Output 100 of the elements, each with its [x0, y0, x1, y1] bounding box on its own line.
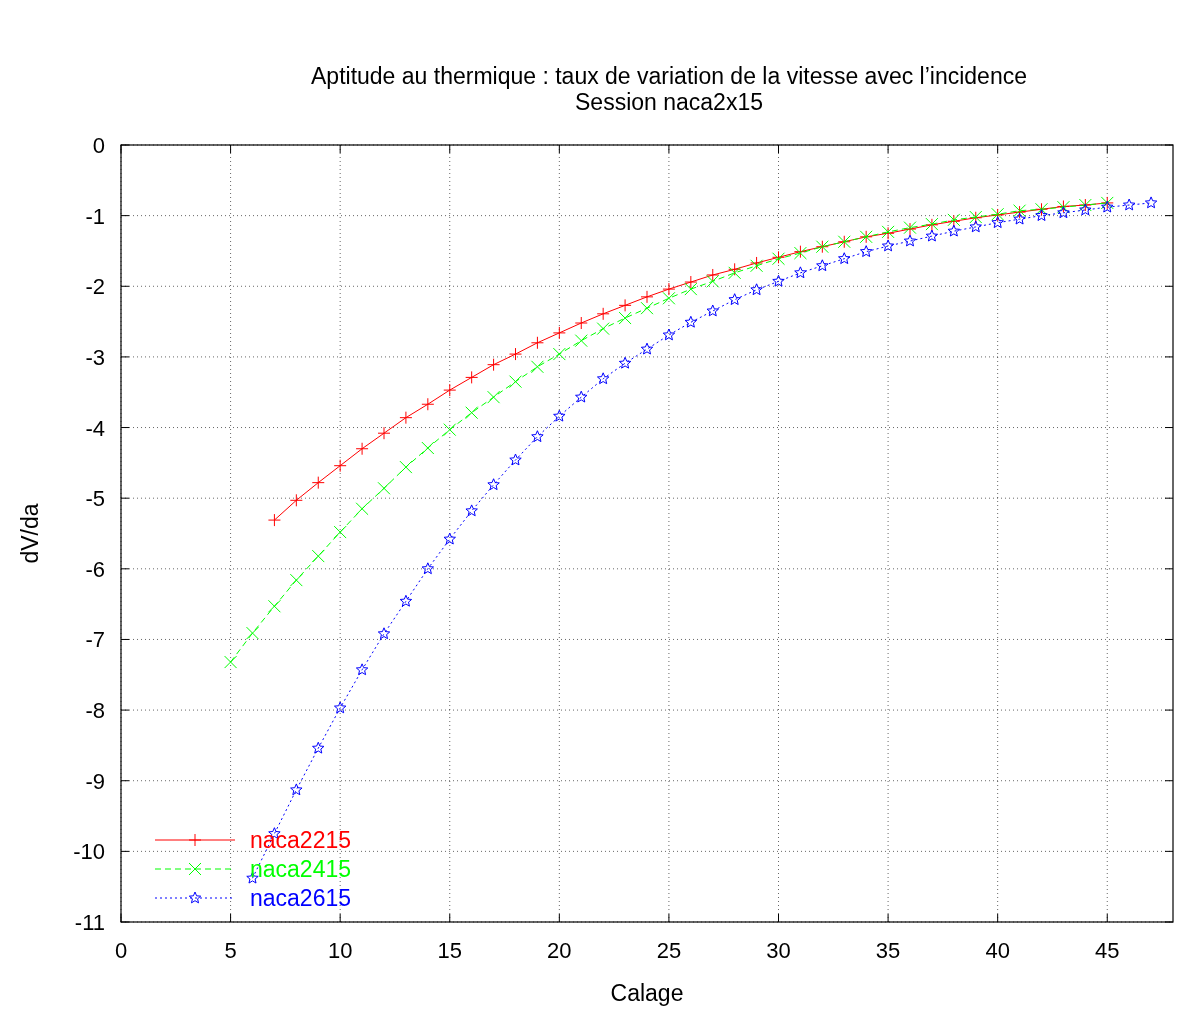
point: [290, 783, 303, 796]
point: [772, 274, 785, 287]
point: [838, 252, 851, 265]
y-tick-label: -5: [85, 486, 105, 512]
point: [465, 370, 479, 384]
point: [684, 315, 698, 328]
legend-label: naca2415: [250, 856, 352, 882]
y-tick-label: -9: [85, 768, 105, 794]
point: [662, 291, 676, 305]
point: [684, 275, 698, 289]
x-tick-label: 5: [224, 938, 237, 963]
point: [289, 493, 303, 507]
x-tick-label: 45: [1095, 938, 1120, 963]
point: [443, 383, 457, 397]
point: [311, 549, 325, 563]
y-tick-label: -4: [85, 415, 105, 441]
x-tick-label: 15: [437, 938, 462, 963]
point: [1035, 209, 1048, 221]
point: [728, 293, 741, 306]
point: [859, 245, 873, 258]
y-tick-label: -11: [74, 910, 105, 935]
point: [640, 290, 654, 304]
point: [728, 266, 742, 280]
chart-title: Aptitude au thermique : taux de variation de la vitesse avec l’incidence: [311, 63, 1027, 89]
point: [487, 478, 500, 491]
point: [903, 234, 917, 247]
point: [1057, 206, 1070, 219]
point: [377, 627, 391, 640]
point: [355, 663, 369, 676]
point: [246, 626, 259, 640]
point: [465, 406, 479, 420]
point: [991, 216, 1004, 229]
point: [1013, 212, 1026, 225]
point: [574, 316, 588, 330]
point: [728, 262, 742, 276]
point: [377, 426, 391, 440]
x-tick-label: 20: [547, 938, 572, 963]
point: [509, 453, 522, 466]
x-tick-label: 35: [875, 938, 901, 963]
point: [662, 328, 676, 341]
chart-subtitle: Session naca2x15: [575, 89, 763, 115]
point: [333, 701, 347, 714]
point: [509, 375, 522, 389]
point: [421, 562, 435, 575]
point: [706, 268, 720, 282]
point: [224, 655, 238, 669]
legend-label: naca2615: [250, 885, 352, 911]
point: [531, 430, 544, 443]
y-tick-label: 0: [92, 133, 105, 158]
point: [311, 476, 325, 490]
x-tick-label: 25: [656, 938, 682, 963]
point: [267, 599, 281, 613]
point: [421, 397, 435, 411]
point: [421, 441, 435, 455]
point: [575, 390, 588, 403]
point: [333, 525, 347, 539]
point: [596, 322, 610, 336]
y-tick-label: -6: [85, 556, 105, 582]
point: [1079, 203, 1092, 216]
x-tick-label: 0: [114, 938, 128, 963]
point: [618, 298, 632, 312]
point: [969, 220, 982, 233]
point: [1144, 196, 1158, 209]
y-tick-label: -8: [85, 698, 105, 724]
point: [289, 573, 303, 587]
point: [509, 347, 522, 361]
point: [1122, 198, 1136, 211]
point: [465, 504, 478, 517]
point: [487, 390, 501, 404]
point: [640, 301, 654, 315]
point: [574, 334, 588, 348]
y-tick-label: -3: [85, 344, 105, 370]
point: [399, 411, 413, 425]
point: [355, 442, 369, 456]
point: [881, 239, 895, 252]
point: [552, 326, 566, 340]
point: [443, 532, 456, 545]
point: [530, 336, 544, 350]
point: [487, 358, 501, 372]
point: [443, 423, 457, 437]
point: [662, 282, 676, 296]
point: [399, 460, 413, 474]
point: [553, 409, 566, 422]
point: [706, 274, 720, 288]
point: [377, 481, 391, 495]
y-tick-label: -10: [73, 839, 105, 865]
x-tick-label: 10: [327, 938, 353, 963]
point: [596, 307, 610, 321]
y-tick-label: -1: [85, 203, 105, 229]
point: [1101, 200, 1114, 213]
y-axis-title: dV/da: [17, 503, 43, 564]
x-axis-title: Calage: [610, 980, 684, 1006]
point: [925, 229, 939, 242]
point: [750, 283, 763, 296]
y-tick-label: -7: [85, 627, 105, 653]
point: [355, 502, 369, 516]
x-tick-label: 30: [766, 938, 791, 963]
point: [794, 266, 807, 279]
point: [640, 342, 654, 355]
point: [816, 259, 829, 272]
